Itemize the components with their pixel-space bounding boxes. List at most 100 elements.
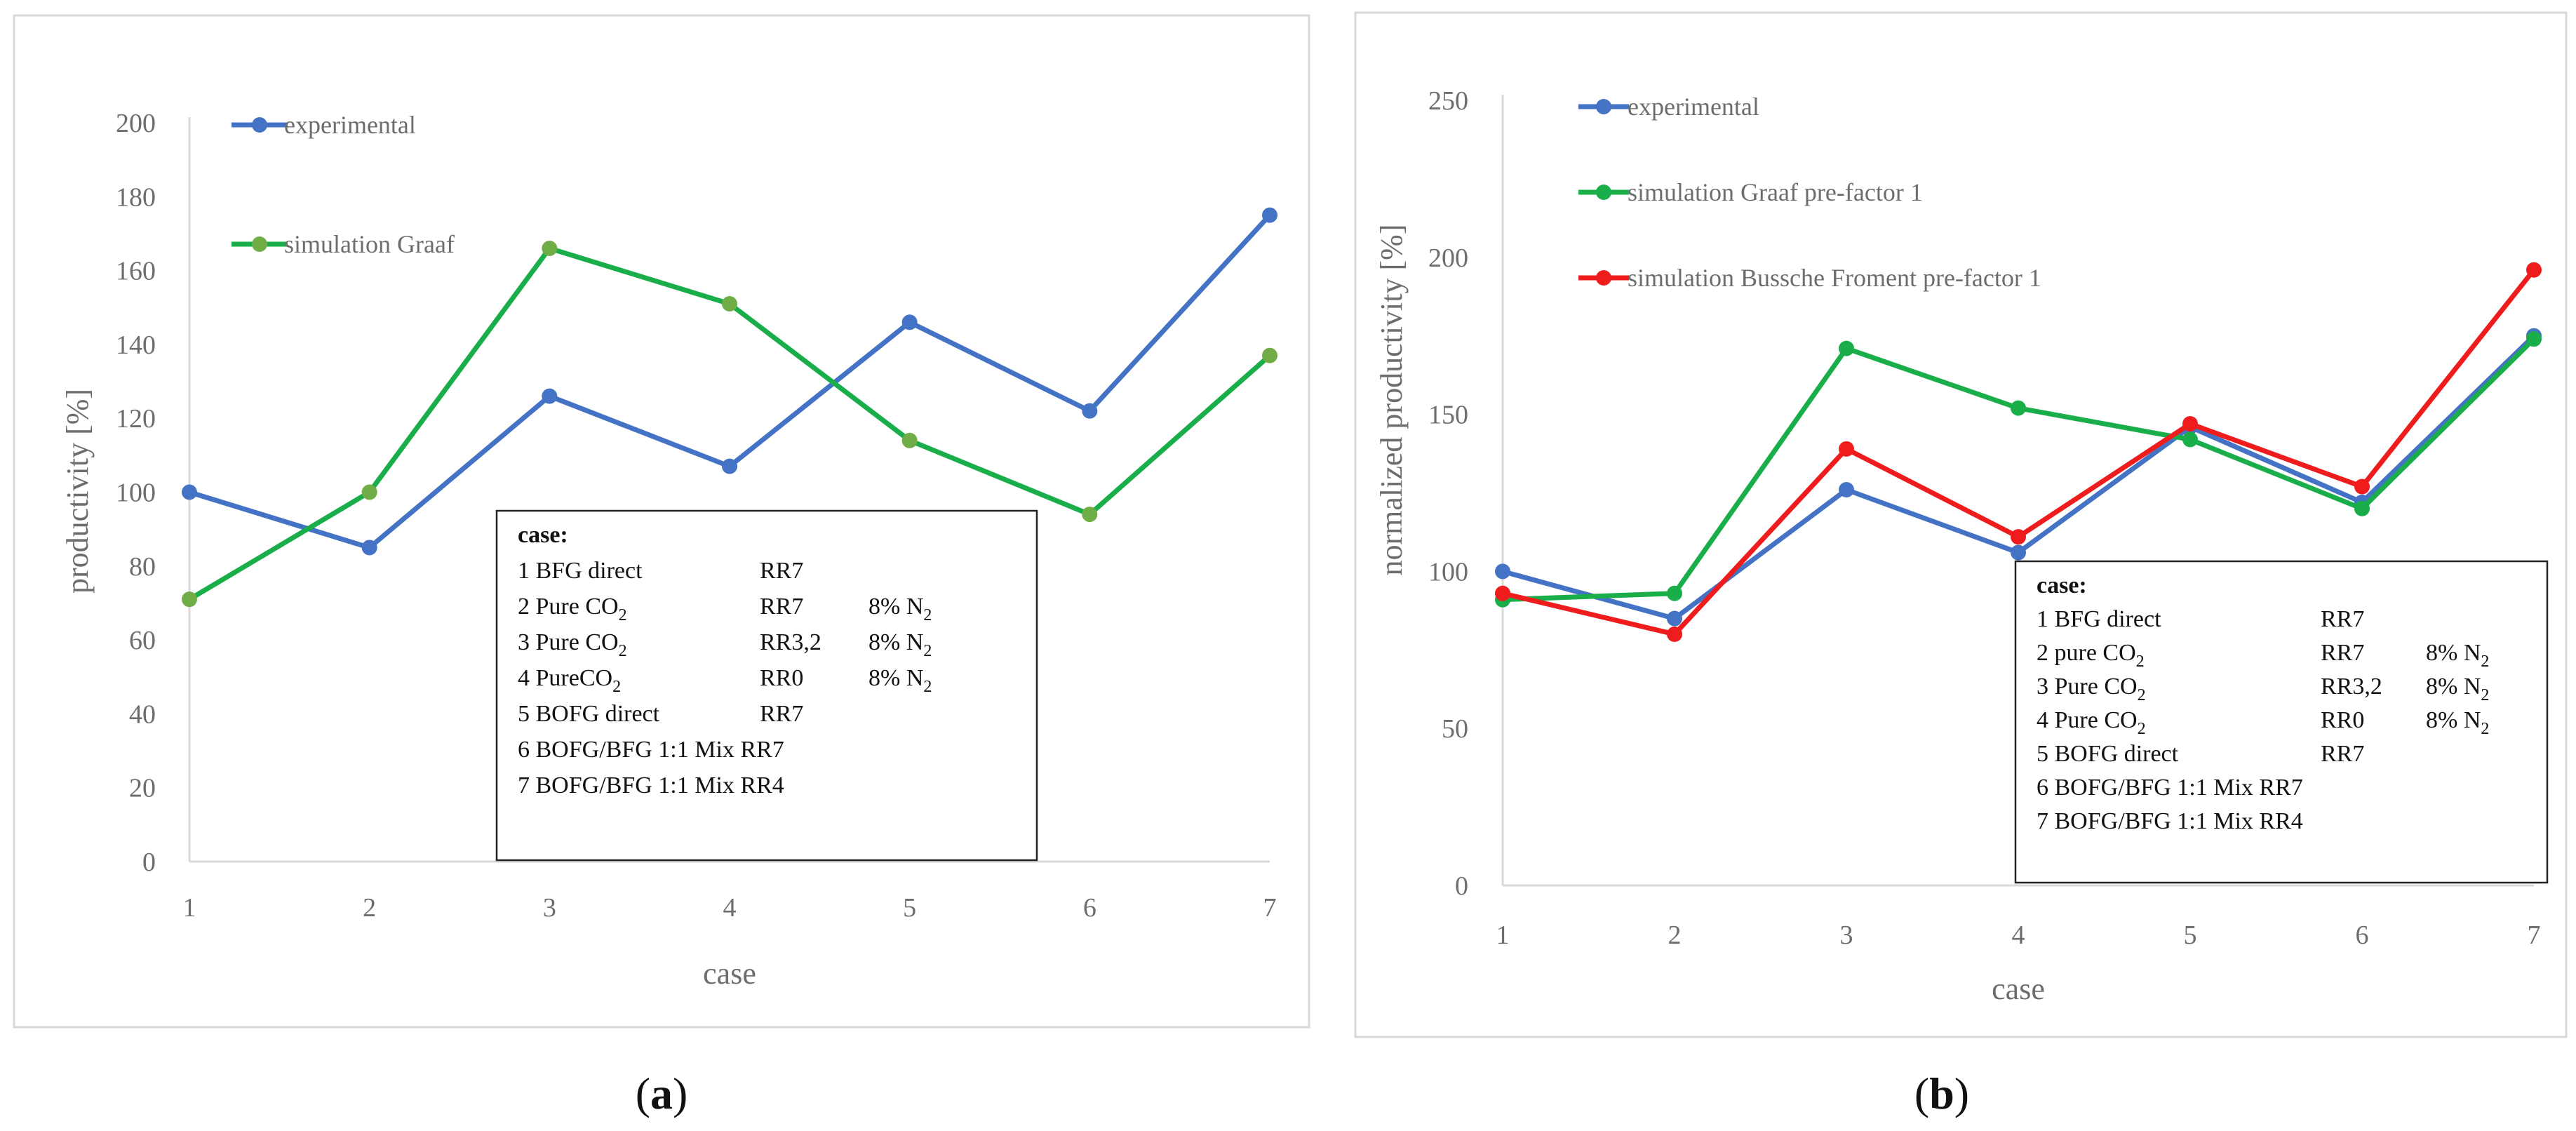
case-box-title: case: (518, 522, 568, 548)
y-tick-label: 100 (1428, 557, 1468, 587)
case-row-dilution-text: 8% N (2426, 707, 2481, 733)
y-tick-label: 120 (116, 404, 156, 434)
x-tick-label: 2 (363, 893, 376, 923)
case-row-dilution-text: 8% N (868, 629, 923, 655)
x-tick-label: 6 (2356, 921, 2369, 950)
x-tick-label: 3 (1840, 921, 1853, 950)
case-row-dilution: 8% N2 (2426, 674, 2489, 704)
y-tick-label: 180 (116, 182, 156, 212)
data-point (542, 241, 558, 257)
case-row-subscript: 2 (619, 606, 627, 624)
y-tick-label: 80 (129, 552, 156, 582)
case-row-subscript: 2 (612, 678, 621, 696)
legend-marker (252, 117, 267, 133)
data-point (1839, 482, 1854, 498)
data-point (2011, 529, 2026, 545)
data-point (2354, 479, 2370, 495)
y-tick-label: 0 (142, 848, 156, 877)
case-row-label: 7 BOFG/BFG 1:1 Mix RR4 (2037, 808, 2303, 834)
panel-label: (a) (636, 1069, 688, 1118)
data-point (182, 591, 197, 608)
y-tick-label: 20 (129, 774, 156, 803)
case-row-name: 5 BOFG direct (2037, 741, 2179, 767)
x-tick-label: 6 (1083, 893, 1096, 923)
case-row-name: 2 pure CO (2037, 640, 2136, 666)
panel-label-letter: a (650, 1069, 673, 1118)
data-point (2354, 500, 2370, 516)
data-point (182, 484, 197, 500)
case-row-dilution-text: 8% N (2426, 674, 2481, 700)
case-row-dilution: 8% N2 (2426, 707, 2489, 738)
y-axis-title: normalized productivity [%] (1374, 225, 1409, 576)
case-row-name: 3 Pure CO (518, 629, 619, 655)
case-row-ratio: RR3,2 (760, 629, 821, 655)
data-point (361, 484, 377, 500)
panel-b-frame (1354, 11, 2568, 1038)
x-tick-label: 4 (723, 893, 737, 923)
case-row-dilution-subscript: 2 (923, 642, 932, 660)
y-tick-label: 160 (116, 257, 156, 286)
case-row-subscript: 2 (2138, 720, 2146, 738)
case-row-name: 1 BFG direct (2037, 606, 2161, 632)
x-tick-label: 4 (2012, 921, 2025, 950)
case-row-subscript: 2 (2138, 686, 2146, 704)
case-row-label: 1 BFG direct (2037, 606, 2161, 632)
y-tick-label: 40 (129, 700, 156, 729)
data-point (901, 314, 918, 330)
case-row-name: 7 BOFG/BFG 1:1 Mix RR4 (518, 772, 784, 798)
case-row-dilution-subscript: 2 (2481, 652, 2489, 671)
x-tick-label: 7 (1263, 893, 1277, 923)
data-point (1667, 610, 1682, 627)
legend-label: experimental (1628, 93, 1759, 121)
legend-marker (1596, 185, 1611, 200)
data-point (2182, 416, 2198, 432)
case-row-dilution: 8% N2 (868, 665, 932, 696)
legend-label: simulation Graaf (284, 230, 455, 258)
y-tick-label: 200 (1428, 243, 1468, 273)
case-row-name: 7 BOFG/BFG 1:1 Mix RR4 (2037, 808, 2303, 834)
case-row-ratio: RR3,2 (2321, 674, 2382, 700)
data-point (1082, 403, 1098, 419)
case-row-label: 2 Pure CO2 (518, 594, 627, 624)
case-row-dilution: 8% N2 (868, 594, 932, 624)
case-row-name: 4 PureCO (518, 665, 612, 691)
case-row-name: 6 BOFG/BFG 1:1 Mix RR7 (2037, 775, 2303, 801)
case-row-subscript: 2 (619, 642, 627, 660)
data-point (1082, 507, 1098, 523)
case-row-label: 5 BOFG direct (518, 701, 660, 727)
data-point (1667, 626, 1682, 642)
data-point (1262, 207, 1277, 223)
legend-marker (1596, 270, 1611, 286)
legend-label: simulation Bussche Froment pre-factor 1 (1628, 264, 2041, 292)
y-tick-label: 150 (1428, 401, 1468, 430)
case-row-label: 4 Pure CO2 (2037, 707, 2146, 738)
data-point (1262, 347, 1277, 363)
x-axis-title: case (703, 956, 756, 991)
panel-label: (b) (1914, 1069, 1969, 1118)
data-point (1495, 585, 1510, 601)
case-row-dilution-text: 8% N (868, 594, 923, 620)
legend-label: simulation Graaf pre-factor 1 (1628, 178, 1923, 206)
case-row-name: 5 BOFG direct (518, 701, 660, 727)
case-row-label: 6 BOFG/BFG 1:1 Mix RR7 (518, 737, 784, 763)
data-point (361, 540, 377, 556)
data-point (2011, 544, 2026, 561)
x-axis-title: case (1992, 972, 2045, 1006)
data-point (901, 432, 918, 448)
data-point (1495, 563, 1510, 580)
data-point (1839, 441, 1854, 457)
case-row-dilution-subscript: 2 (2481, 686, 2489, 704)
y-axis-title: productivity [%] (60, 389, 95, 594)
case-row-ratio: RR7 (760, 594, 803, 620)
case-row-dilution-text: 8% N (868, 665, 923, 691)
case-legend-box (2014, 560, 2549, 884)
case-row-name: 1 BFG direct (518, 558, 643, 584)
case-row-ratio: RR7 (760, 701, 803, 727)
case-row-subscript: 2 (2136, 652, 2145, 671)
legend-marker (1596, 99, 1611, 114)
case-row-dilution: 8% N2 (2426, 640, 2489, 671)
data-point (1667, 585, 1682, 601)
case-row-label: 6 BOFG/BFG 1:1 Mix RR7 (2037, 775, 2303, 801)
case-box-title: case: (2037, 573, 2087, 598)
